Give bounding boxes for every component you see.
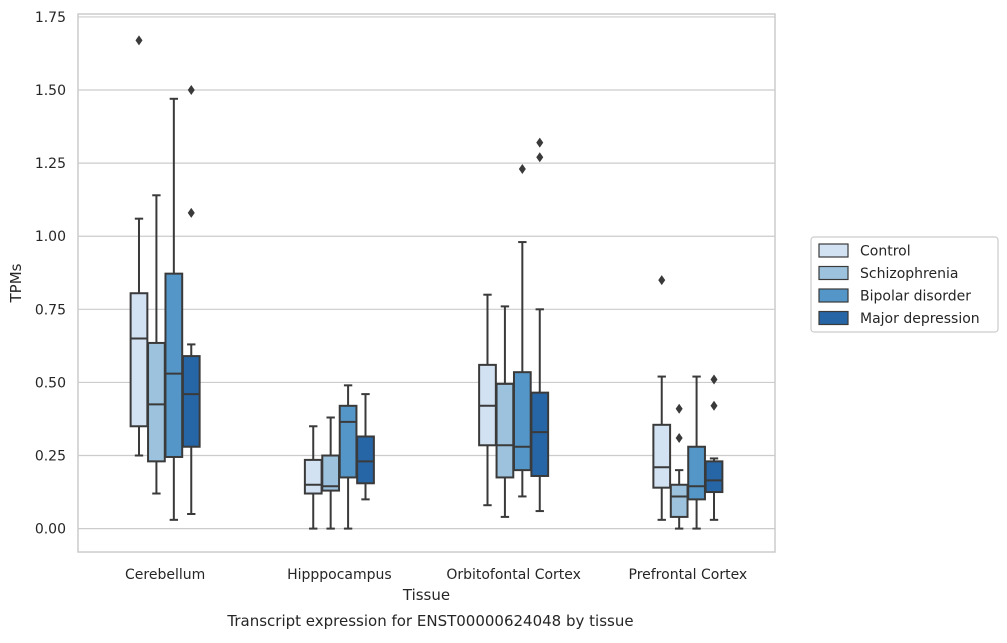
box-3-3	[704, 374, 724, 521]
box-iqr	[512, 371, 532, 472]
box-1-1	[321, 416, 341, 530]
legend: Control Schizophrenia Bipolar disorder Majo…	[810, 236, 999, 333]
legend-frame	[810, 236, 999, 333]
x-axis-label: Tissue	[402, 586, 450, 604]
x-tick-label: Cerebellum	[125, 567, 205, 583]
box-2-3	[687, 375, 706, 530]
x-tick-labels: Cerebellum Hipppocampus Orbitofontal Corte…	[125, 567, 747, 583]
legend-label: Bipolar disorder	[860, 289, 971, 305]
box-iqr	[181, 355, 201, 448]
box-3-2	[530, 137, 550, 513]
box-3-1	[356, 393, 375, 501]
box-iqr	[129, 292, 149, 428]
outlier-point	[675, 432, 683, 443]
y-axis-label: TPMs	[7, 263, 25, 303]
box-iqr	[147, 341, 166, 463]
x-tick-label: Prefrontal Cortex	[629, 567, 748, 583]
x-tick-label: Orbitofontal Cortex	[446, 567, 581, 583]
box-0-2	[478, 293, 497, 507]
box-iqr	[338, 404, 358, 479]
legend-swatch	[818, 265, 849, 281]
outlier-point	[135, 35, 143, 46]
box-iqr	[687, 445, 706, 501]
outlier-point	[536, 137, 544, 148]
box-iqr	[704, 460, 724, 494]
box-iqr	[669, 483, 689, 518]
legend-label: Major depression	[860, 311, 980, 327]
legend-swatch	[818, 310, 849, 326]
outlier-point	[187, 85, 195, 96]
outlier-point	[710, 374, 718, 385]
box-3-0	[181, 85, 201, 515]
legend-swatch	[818, 288, 849, 303]
box-2-0	[164, 97, 184, 521]
y-tick-label: 1.25	[35, 156, 66, 172]
outlier-point	[187, 207, 195, 218]
outlier-point	[536, 152, 544, 163]
outlier-point	[675, 403, 683, 414]
box-0-0	[129, 35, 149, 457]
box-1-3	[669, 403, 689, 530]
box-iqr	[652, 423, 672, 489]
box-0-3	[652, 275, 672, 521]
legend-label: Schizophrenia	[860, 266, 958, 282]
box-iqr	[356, 435, 375, 485]
outlier-point	[518, 163, 526, 174]
y-tick-label: 1.00	[35, 229, 66, 245]
y-tick-labels: 0.00 0.25 0.50 0.75 1.00 1.25 1.50 1.75	[35, 10, 66, 538]
outlier-point	[658, 275, 666, 286]
box-iqr	[530, 391, 550, 477]
box-1-2	[495, 305, 515, 518]
legend-swatch	[818, 243, 849, 258]
y-tick-label: 0.00	[35, 522, 66, 538]
box-2-1	[338, 384, 358, 530]
box-iqr	[164, 272, 184, 458]
y-tick-label: 1.50	[35, 83, 66, 99]
y-tick-label: 1.75	[35, 10, 66, 26]
y-tick-label: 0.75	[35, 302, 66, 318]
box-0-1	[303, 425, 323, 530]
plot-frame	[77, 13, 776, 553]
x-tick-label: Hipppocampus	[287, 567, 392, 583]
box-iqr	[303, 458, 323, 495]
legend-label: Control	[860, 244, 911, 260]
box-iqr	[495, 382, 515, 479]
chart-caption: Transcript expression for ENST0000062404…	[226, 612, 633, 630]
box-2-2	[512, 163, 532, 498]
y-tick-label: 0.50	[35, 375, 66, 391]
box-series	[129, 35, 724, 530]
y-tick-label: 0.25	[35, 449, 66, 465]
outlier-point	[710, 400, 718, 411]
box-1-0	[147, 194, 166, 495]
